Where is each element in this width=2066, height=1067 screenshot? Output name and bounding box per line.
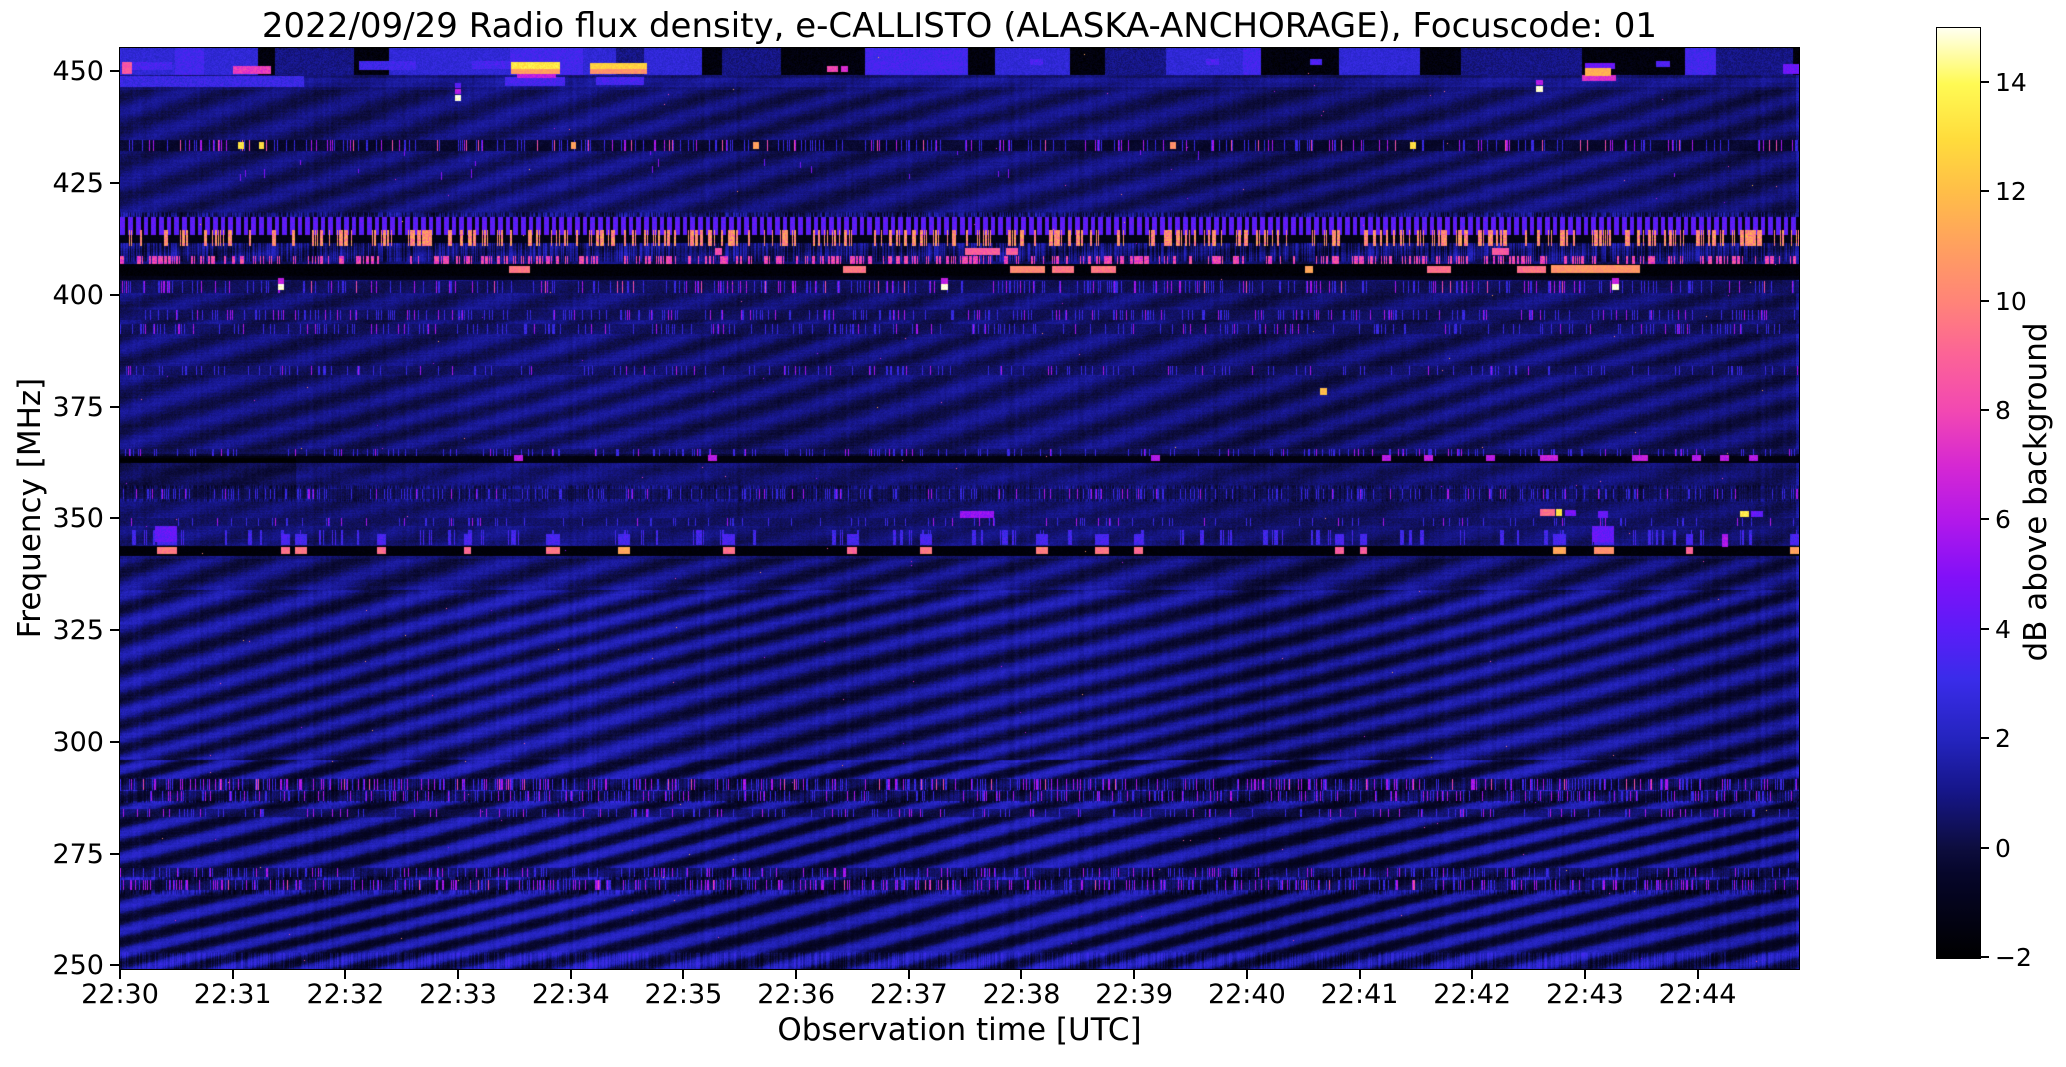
x-tick [231,969,234,979]
y-tick [110,852,120,855]
y-tick [110,70,120,73]
colorbar-tick-label: 8 [1995,395,2011,425]
y-tick-label: 275 [52,838,104,870]
x-tick-label: 22:35 [644,979,723,1010]
y-tick-label: 375 [52,391,104,423]
y-tick-label: 400 [52,279,104,311]
y-tick-label: 325 [52,615,104,647]
x-tick-label: 22:43 [1545,979,1624,1010]
x-tick [569,969,572,979]
x-tick [907,969,910,979]
y-tick [110,740,120,743]
x-tick [1133,969,1136,979]
x-tick-label: 22:40 [1207,979,1286,1010]
x-tick-label: 22:30 [81,979,159,1010]
x-tick-label: 22:31 [193,979,272,1010]
y-tick-label: 450 [52,56,104,88]
y-tick [110,405,120,408]
x-tick-label: 22:44 [1658,979,1737,1010]
colorbar-tick [1981,408,1989,411]
y-tick [110,964,120,967]
chart-title: 2022/09/29 Radio flux density, e-CALLIST… [261,6,1658,46]
y-tick [110,293,120,296]
x-tick [344,969,347,979]
plot-border [119,47,1800,970]
y-tick-label: 250 [52,950,104,982]
y-tick [110,629,120,632]
colorbar-tick-label: 4 [1995,614,2011,644]
colorbar-tick-label: 0 [1995,833,2011,863]
x-tick [1245,969,1248,979]
colorbar-tick [1981,846,1989,849]
x-tick-label: 22:42 [1433,979,1512,1010]
colorbar-tick [1981,737,1989,740]
colorbar-tick [1981,190,1989,193]
colorbar-tick-label: 2 [1995,724,2011,754]
x-tick [457,969,460,979]
colorbar-tick [1981,627,1989,630]
x-tick-label: 22:36 [757,979,835,1010]
x-tick-label: 22:38 [982,979,1061,1010]
y-tick-label: 350 [52,503,104,535]
colorbar-tick-label: 14 [1995,67,2027,97]
x-tick [795,969,798,979]
x-axis-label: Observation time [UTC] [777,1012,1142,1048]
colorbar-tick [1981,80,1989,83]
x-tick-label: 22:33 [419,979,497,1010]
spectrogram-canvas [120,48,1799,969]
x-tick [1358,969,1361,979]
x-tick [1020,969,1023,979]
colorbar-tick [1981,518,1989,521]
y-tick [110,517,120,520]
colorbar [1936,27,1981,959]
colorbar-tick-label: 10 [1995,286,2027,316]
x-tick-label: 22:37 [869,979,948,1010]
colorbar-tick [1981,299,1989,302]
colorbar-tick-label: 6 [1995,505,2011,535]
x-tick [119,969,121,979]
x-tick [1471,969,1474,979]
x-tick [682,969,685,979]
colorbar-label: dB above background [2018,322,2054,662]
colorbar-tick-label: 12 [1995,177,2027,207]
x-tick [1583,969,1586,979]
colorbar-tick-label: −2 [1995,943,2032,972]
x-tick-label: 22:32 [306,979,385,1010]
x-tick [1696,969,1699,979]
x-tick-label: 22:41 [1320,979,1399,1010]
y-tick [110,182,120,185]
x-tick-label: 22:39 [1095,979,1174,1010]
x-tick-label: 22:34 [531,979,610,1010]
colorbar-tick [1981,956,1989,958]
y-tick-label: 300 [52,726,104,758]
y-tick-label: 425 [52,168,104,200]
